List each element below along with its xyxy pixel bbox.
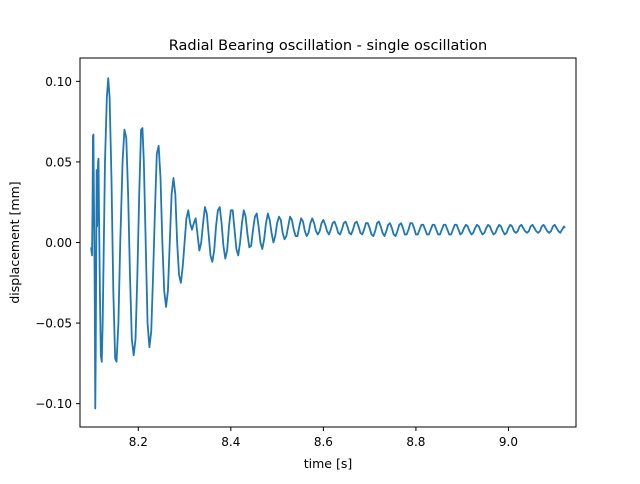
y-tick-label: 0.00: [45, 236, 72, 250]
x-axis-label: time [s]: [304, 456, 352, 471]
y-tick-label: 0.10: [45, 75, 72, 89]
x-tick-label: 9.0: [499, 435, 518, 449]
y-axis-label: displacement [mm]: [7, 181, 22, 303]
y-tick-label: −0.10: [35, 397, 72, 411]
y-tick-label: −0.05: [35, 317, 72, 331]
y-tick-label: 0.05: [45, 155, 72, 169]
x-axis-ticks: 8.2 8.4 8.6 8.8 9.0: [129, 427, 518, 449]
x-tick-label: 8.2: [129, 435, 148, 449]
series-line-displacement: [90, 77, 566, 410]
chart-title: Radial Bearing oscillation - single osci…: [169, 38, 487, 54]
x-tick-label: 8.4: [221, 435, 240, 449]
y-axis-ticks: −0.10 −0.05 0.00 0.05 0.10: [35, 75, 80, 411]
x-tick-label: 8.8: [406, 435, 425, 449]
plot-area-frame: [79, 57, 577, 428]
x-tick-label: 8.6: [314, 435, 333, 449]
